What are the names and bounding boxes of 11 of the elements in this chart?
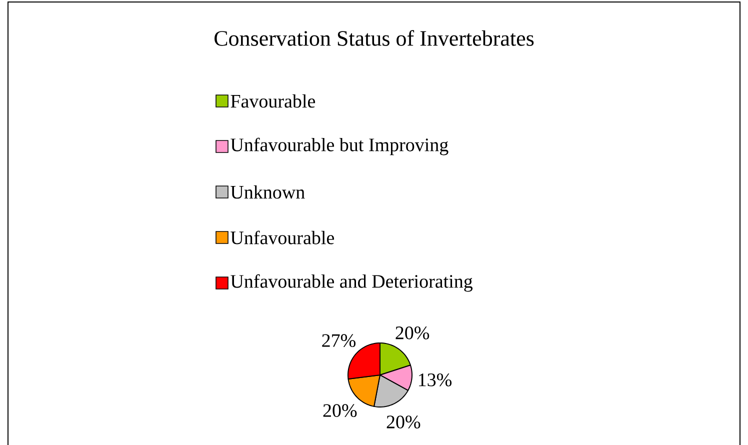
legend-label: Unfavourable (230, 230, 334, 244)
legend-label: Unfavourable but Improving (230, 138, 448, 156)
chart-title: Conservation Status of Invertebrates (214, 30, 534, 46)
legend-label: Unfavourable and Deteriorating (230, 274, 473, 292)
data-label: 20% (323, 404, 357, 418)
data-label: 20% (396, 326, 430, 340)
data-label: 27% (322, 334, 356, 348)
legend-label: Unknown (230, 185, 305, 199)
legend-label: Favourable (230, 94, 316, 108)
data-label: 20% (386, 416, 420, 428)
data-label: 13% (419, 373, 452, 386)
